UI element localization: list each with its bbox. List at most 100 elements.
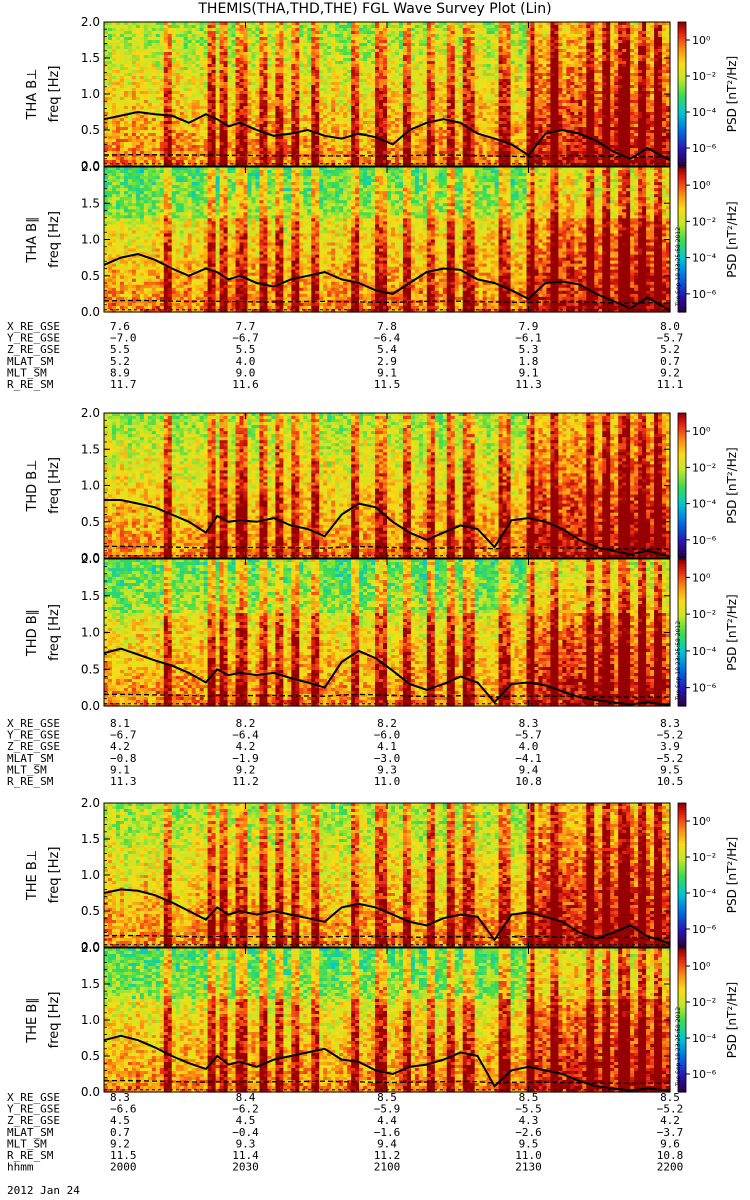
ephemeris-value: −7.0 bbox=[110, 332, 137, 345]
ephemeris-value: 0.7 bbox=[660, 355, 680, 368]
colorbar-tick-label: 10⁻² bbox=[692, 215, 716, 228]
spectrogram-panel-3: 0.0 0.5 1.0 1.5 2.0 THD B⊥ freq [Hz] 10⁰ 10⁻² 10⁻… bbox=[25, 406, 739, 565]
mean-frequency-curve bbox=[103, 647, 671, 707]
ephemeris-value: 9.3 bbox=[236, 1137, 256, 1150]
y-tick-label: 2.0 bbox=[81, 552, 100, 566]
y-tick-label: 1.0 bbox=[81, 479, 100, 493]
ephemeris-value: 3.9 bbox=[660, 740, 680, 753]
y-tick-label: 0.0 bbox=[81, 1085, 100, 1099]
ephemeris-value: 4.0 bbox=[236, 355, 256, 368]
colorbar-tick-label: 10⁻² bbox=[692, 608, 716, 621]
colorbar-tick-label: 10⁻⁴ bbox=[692, 498, 717, 511]
ephemeris-row-label: MLT_SM bbox=[7, 763, 47, 776]
ephemeris-value: 4.2 bbox=[660, 1114, 680, 1127]
ephemeris-value: 2030 bbox=[232, 1161, 259, 1174]
cyclotron-frequency-line bbox=[103, 154, 671, 158]
colorbar-label: PSD [nT²/Hz] bbox=[725, 447, 739, 523]
y-tick-label: 0.5 bbox=[81, 515, 100, 529]
ephemeris-value: 10.5 bbox=[657, 775, 684, 788]
colorbar-tick-label: 10⁻⁶ bbox=[692, 923, 717, 936]
colorbar: 10⁰ 10⁻² 10⁻⁴ 10⁻⁶ PSD [nT²/Hz] bbox=[677, 947, 739, 1093]
colorbar-label: PSD [nT²/Hz] bbox=[725, 982, 739, 1058]
ephemeris-value: 9.2 bbox=[236, 763, 256, 776]
panel-quantity-label: THD B⊥ bbox=[25, 459, 40, 512]
ephemeris-value: 9.5 bbox=[660, 763, 680, 776]
freq-axis-label: freq [Hz] bbox=[47, 66, 62, 123]
ephemeris-row-label: MLT_SM bbox=[7, 366, 47, 379]
ephemeris-value: 0.7 bbox=[110, 1126, 130, 1139]
y-tick-label: 1.0 bbox=[81, 233, 100, 247]
colorbar-tick-label: 10⁻⁴ bbox=[692, 252, 717, 265]
ephemeris-row-label: MLAT_SM bbox=[7, 1126, 54, 1139]
ephemeris-value: 11.0 bbox=[515, 1149, 542, 1162]
cyclotron-frequency-line bbox=[104, 545, 671, 550]
mean-frequency-curve bbox=[103, 1034, 671, 1092]
ephemeris-value: 1.8 bbox=[519, 355, 539, 368]
ephemeris-value: 5.3 bbox=[519, 343, 539, 356]
ephemeris-value: 9.2 bbox=[110, 1137, 130, 1150]
ephemeris-value: −2.6 bbox=[515, 1126, 542, 1139]
ephemeris-value: 9.1 bbox=[519, 366, 539, 379]
colorbar-frame bbox=[677, 802, 687, 948]
ephemeris-value: 2000 bbox=[110, 1161, 137, 1174]
plot-timestamp: Tue Sep 18 23:25:58 2012 bbox=[675, 227, 682, 307]
ephemeris-row-label: MLAT_SM bbox=[7, 752, 54, 765]
colorbar-tick-label: 10⁻⁶ bbox=[692, 1068, 717, 1081]
spectrogram-panel-4: 0.0 0.5 1.0 1.5 2.0 THD B∥ freq [Hz] 10⁰ 10⁻² 10⁻… bbox=[25, 552, 739, 713]
ephemeris-value: 4.4 bbox=[377, 1114, 397, 1127]
ephemeris-table-thd: X_RE_GSE 8.1 8.2 8.2 8.3 8.3 Y_RE_GSE −6.7 −6.4 −… bbox=[7, 717, 683, 788]
ephemeris-value: 9.6 bbox=[660, 1137, 680, 1150]
ephemeris-value: 8.2 bbox=[236, 717, 256, 730]
y-tick-label: 0.0 bbox=[81, 940, 100, 954]
colorbar: 10⁰ 10⁻² 10⁻⁴ 10⁻⁶ PSD [nT²/Hz] bbox=[677, 21, 739, 167]
colorbar-label: PSD [nT²/Hz] bbox=[725, 837, 739, 913]
ephemeris-value: 9.0 bbox=[236, 366, 256, 379]
spectrogram-panel-6: 0.0 0.5 1.0 1.5 2.0 THE B∥ freq [Hz] 10⁰ 10⁻² 10⁻… bbox=[25, 941, 739, 1099]
ephemeris-value: 8.5 bbox=[377, 1091, 397, 1104]
ephemeris-value: 4.1 bbox=[377, 740, 397, 753]
ephemeris-value: 11.5 bbox=[374, 378, 401, 391]
y-tick-label: 1.5 bbox=[81, 51, 100, 65]
y-tick-label: 0.5 bbox=[81, 123, 100, 137]
spectrogram-heatmap bbox=[104, 803, 671, 948]
ephemeris-value: 10.8 bbox=[515, 775, 542, 788]
ephemeris-value: 11.0 bbox=[374, 775, 401, 788]
ephemeris-row-label: Z_RE_GSE bbox=[7, 343, 60, 356]
ephemeris-value: 8.2 bbox=[377, 717, 397, 730]
ephemeris-value: 9.4 bbox=[519, 763, 539, 776]
colorbar-tick-label: 10⁻⁴ bbox=[692, 645, 717, 658]
colorbar-frame bbox=[677, 947, 687, 1093]
ephemeris-value: −0.8 bbox=[110, 752, 137, 765]
mean-frequency-curve bbox=[103, 110, 671, 162]
ephemeris-value: −5.7 bbox=[657, 332, 684, 345]
y-tick-label: 0.5 bbox=[81, 269, 100, 283]
ephemeris-row-label: X_RE_GSE bbox=[7, 717, 60, 730]
panel-quantity-label: THE B∥ bbox=[25, 997, 40, 1043]
ephemeris-value: 11.7 bbox=[110, 378, 137, 391]
spectrogram-panel-5: 0.0 0.5 1.0 1.5 2.0 THE B⊥ freq [Hz] 10⁰ 10⁻² 10⁻… bbox=[25, 796, 739, 954]
spectrogram-heatmap bbox=[104, 413, 671, 559]
ephemeris-value: 11.3 bbox=[515, 378, 542, 391]
ephemeris-value: 8.3 bbox=[660, 717, 680, 730]
colorbar-tick-label: 10⁻⁴ bbox=[692, 887, 717, 900]
ephemeris-value: 2.9 bbox=[377, 355, 397, 368]
cyclotron-frequency-line bbox=[103, 693, 671, 698]
colorbar: 10⁰ 10⁻² 10⁻⁴ 10⁻⁶ PSD [nT²/Hz] bbox=[677, 412, 739, 559]
y-tick-label: 0.5 bbox=[81, 904, 100, 918]
ephemeris-value: −6.4 bbox=[232, 729, 259, 742]
colorbar-frame bbox=[677, 558, 687, 707]
ephemeris-value: −1.6 bbox=[374, 1126, 401, 1139]
panel-quantity-label: THE B⊥ bbox=[25, 850, 40, 901]
ephemeris-value: −1.9 bbox=[232, 752, 259, 765]
ephemeris-value: 8.0 bbox=[660, 320, 680, 333]
ephemeris-value: 5.2 bbox=[110, 355, 130, 368]
freq-axis-label: freq [Hz] bbox=[47, 847, 62, 904]
ephemeris-value: 11.6 bbox=[232, 378, 259, 391]
colorbar-tick-label: 10⁻² bbox=[692, 996, 716, 1009]
y-tick-label: 0.0 bbox=[81, 305, 100, 319]
date-label: 2012 Jan 24 bbox=[7, 1184, 80, 1197]
ephemeris-value: −3.0 bbox=[374, 752, 401, 765]
ephemeris-value: −5.5 bbox=[515, 1103, 542, 1116]
ephemeris-value: 9.1 bbox=[110, 763, 130, 776]
